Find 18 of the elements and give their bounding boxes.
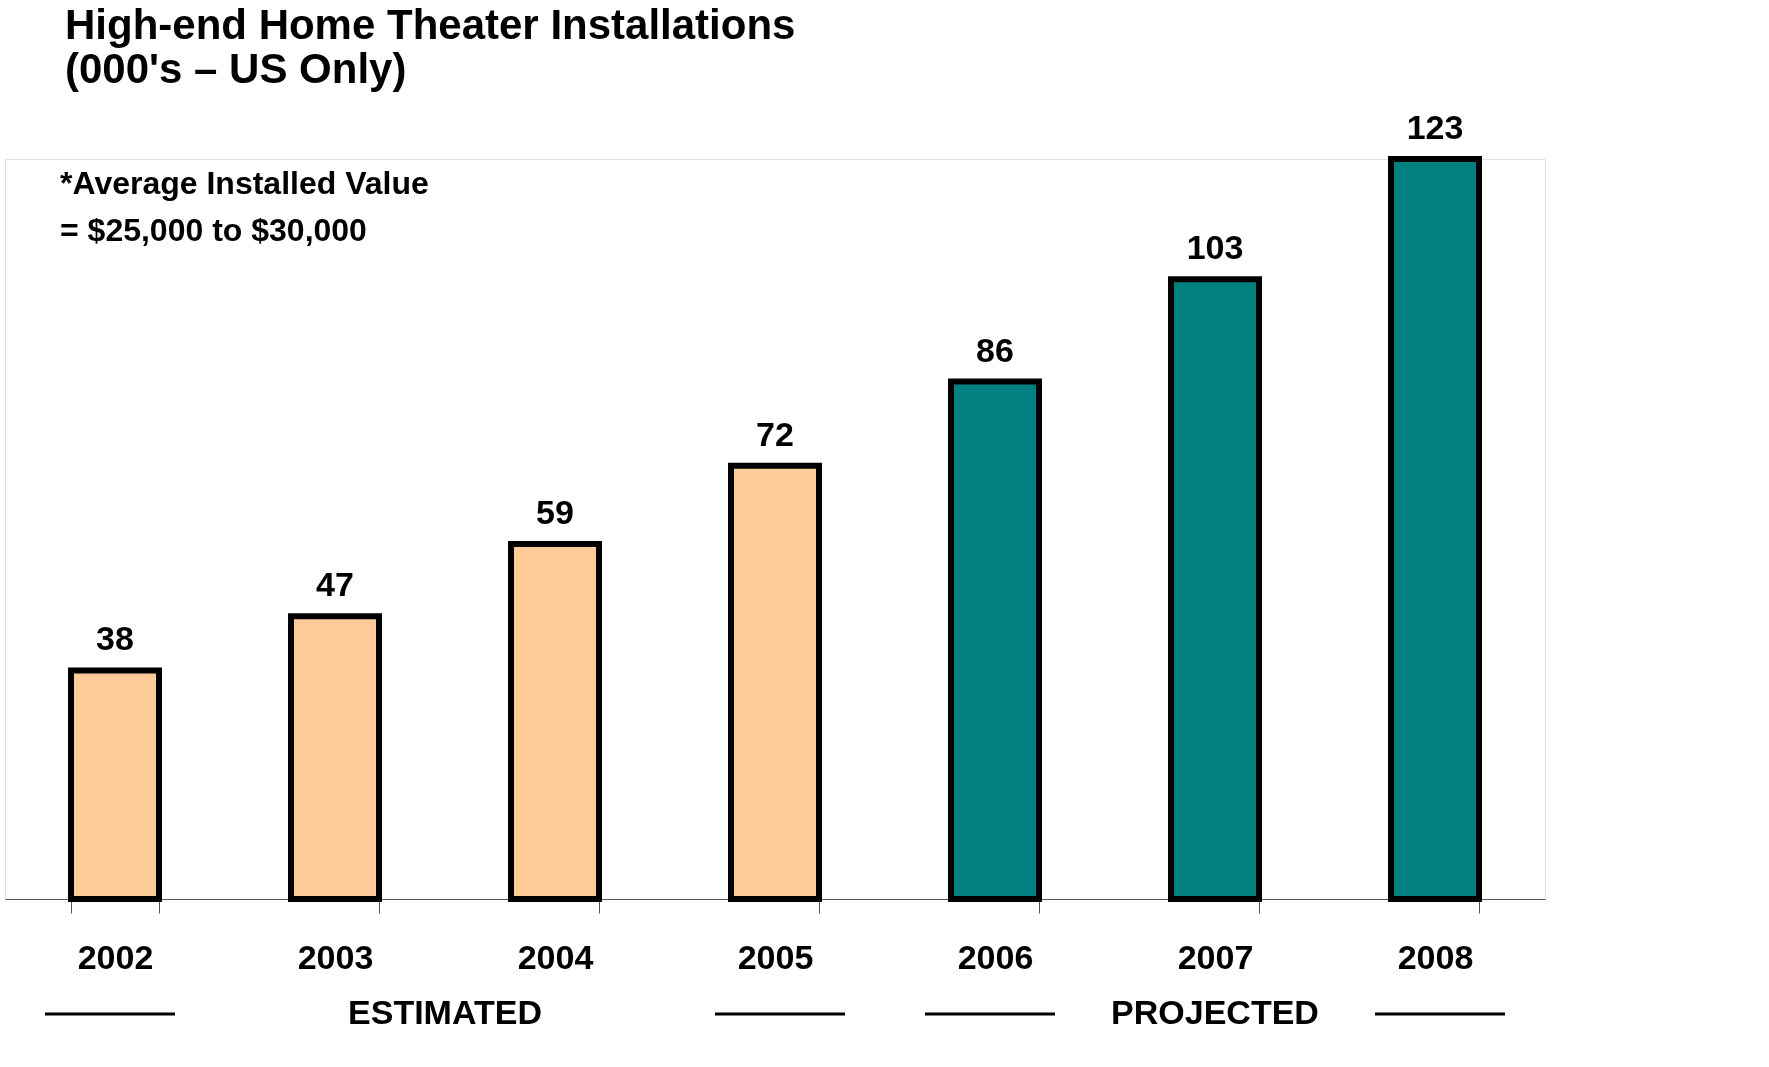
data-label: 72	[756, 414, 794, 453]
annotation: *Average Installed Value = $25,000 to $30,000	[60, 165, 429, 248]
data-label: 47	[316, 565, 354, 604]
chart-title: High-end Home Theater Installations (000's – US Only)	[65, 1, 796, 92]
x-tick-label: 2007	[1177, 937, 1254, 976]
x-tick-label: 2004	[517, 937, 594, 976]
x-tick-label: 2002	[77, 937, 154, 976]
data-label: 123	[1406, 108, 1464, 146]
text: PROJECTED	[1111, 993, 1319, 1031]
x-tick-label: 2008	[1397, 937, 1474, 976]
data-label: 86	[976, 330, 1014, 369]
x-tick-label: 2003	[297, 937, 374, 976]
x-tick-label: 2005	[737, 937, 814, 976]
data-label: 59	[536, 493, 574, 532]
data-label: 103	[1186, 228, 1244, 267]
data-label: 38	[96, 619, 134, 658]
x-tick-label: 2006	[957, 937, 1034, 976]
text: ESTIMATED	[348, 993, 542, 1031]
